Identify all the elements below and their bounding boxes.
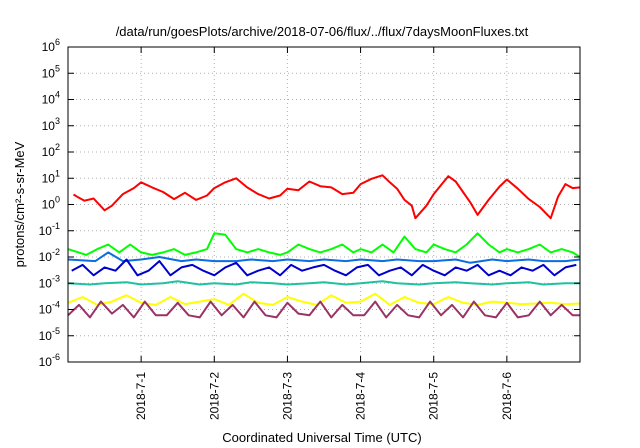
- y-tick-label: 103: [42, 116, 60, 133]
- y-tick-label: 10-4: [39, 300, 60, 317]
- x-tick-label: 2018-7-3: [280, 372, 294, 420]
- y-tick-label: 106: [42, 37, 60, 54]
- y-tick-label: 10-1: [39, 221, 60, 238]
- y-tick-label: 101: [42, 168, 60, 185]
- y-tick-label: 102: [42, 142, 60, 159]
- series-line-6: [67, 292, 580, 306]
- y-tick-label: 104: [42, 90, 60, 107]
- x-tick-label: 2018-7-6: [500, 372, 514, 420]
- y-tick-label: 10-5: [39, 326, 60, 343]
- x-tick-label: 2018-7-1: [134, 372, 148, 420]
- x-tick-label: 2018-7-4: [354, 372, 368, 420]
- series-line-4: [71, 258, 577, 277]
- series-line-2: [67, 232, 581, 258]
- x-tick-label: 2018-7-2: [207, 372, 221, 420]
- x-tick-label: 2018-7-5: [427, 372, 441, 420]
- y-tick-label: 10-3: [39, 273, 60, 290]
- y-axis: 10-6 10-5 10-4 10-3 10-2 10-1 100 101 102 103 104 1…: [39, 37, 580, 369]
- series-layer: [67, 174, 581, 319]
- series-line-3: [67, 251, 581, 264]
- x-axis-label: Coordinated Universal Time (UTC): [222, 430, 421, 445]
- x-axis: 2018-7-1 2018-7-2 2018-7-3 2018-7-4 2018-7-5…: [134, 47, 514, 420]
- y-tick-label: 105: [42, 63, 60, 80]
- grid-lines: [68, 46, 580, 363]
- series-line-1: [72, 174, 580, 220]
- y-tick-label: 100: [42, 195, 60, 212]
- series-line-7: [67, 300, 580, 319]
- y-tick-label: 10-6: [39, 352, 60, 369]
- series-line-5: [67, 280, 580, 286]
- chart-title: /data/run/goesPlots/archive/2018-07-06/f…: [116, 24, 529, 39]
- y-tick-label: 10-2: [39, 247, 60, 264]
- y-axis-label: protons/cm²-s-sr-MeV: [12, 141, 27, 267]
